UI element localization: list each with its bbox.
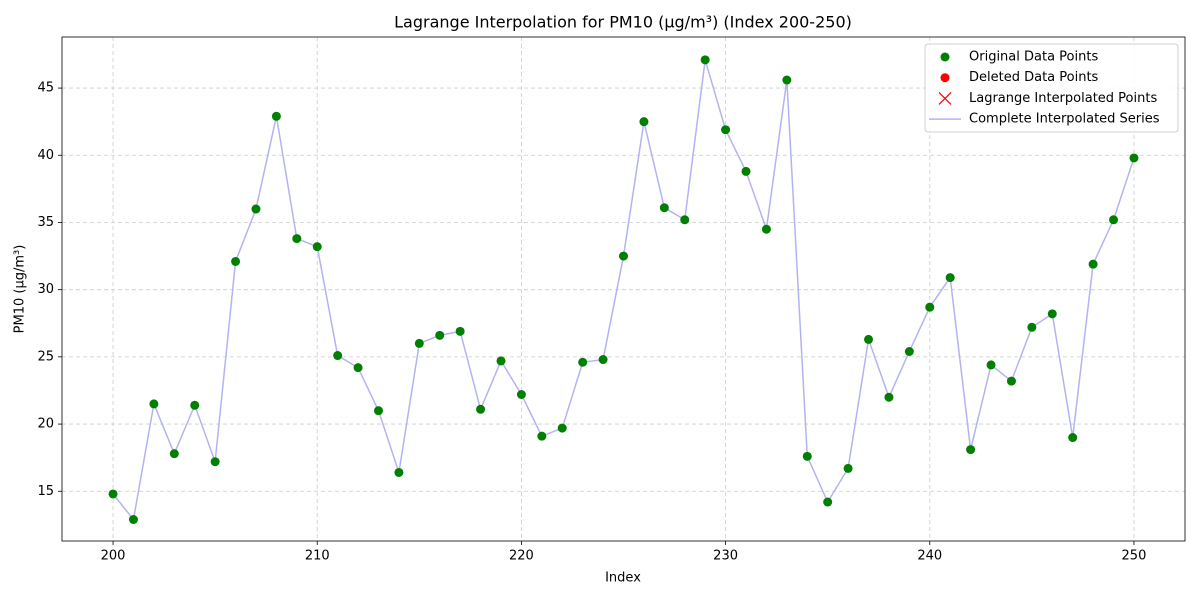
point-marker (353, 363, 363, 373)
chart-title: Lagrange Interpolation for PM10 (μg/m³) … (394, 13, 852, 32)
point-marker (333, 351, 343, 361)
point-marker (414, 338, 424, 348)
y-tick-label: 20 (37, 417, 54, 432)
legend-label: Deleted Data Points (969, 70, 1099, 85)
x-tick-label: 250 (1122, 549, 1147, 564)
point-marker (884, 392, 894, 402)
point-marker (149, 399, 159, 409)
y-tick-label: 25 (37, 349, 54, 364)
point-marker (680, 215, 690, 225)
legend-box (924, 43, 1179, 133)
point-marker (231, 256, 241, 266)
point-marker (435, 330, 445, 340)
point-marker (271, 111, 281, 121)
point-marker (619, 251, 628, 261)
point-marker (1047, 309, 1057, 319)
point-marker (986, 360, 996, 370)
point-marker (823, 497, 833, 507)
legend-swatch (940, 52, 950, 62)
point-marker (373, 406, 383, 416)
point-marker (802, 451, 812, 461)
y-tick-label: 15 (37, 484, 54, 499)
point-marker (190, 400, 200, 410)
point-marker (312, 242, 322, 252)
point-marker (966, 445, 976, 455)
point-marker (251, 204, 261, 214)
point-marker (537, 431, 547, 441)
point-marker (557, 423, 567, 433)
x-tick-label: 220 (509, 549, 534, 564)
x-tick-label: 200 (101, 549, 126, 564)
point-marker (1109, 215, 1119, 225)
point-marker (292, 234, 302, 244)
legend-label: Lagrange Interpolated Points (969, 91, 1157, 106)
x-tick-label: 240 (917, 549, 942, 564)
y-tick-label: 40 (37, 148, 54, 163)
point-marker (1068, 433, 1078, 443)
point-marker (782, 75, 792, 85)
point-marker (721, 125, 731, 135)
point-marker (455, 326, 465, 336)
legend-swatch (938, 91, 952, 105)
point-marker (1129, 153, 1139, 163)
point-marker (169, 449, 179, 459)
point-marker (639, 117, 649, 127)
point-marker (925, 302, 935, 312)
x-axis-label: Index (605, 571, 641, 586)
legend-label: Original Data Points (969, 50, 1098, 65)
legend-label: Complete Interpolated Series (969, 112, 1160, 127)
x-tick-label: 210 (305, 549, 330, 564)
y-tick-label: 30 (37, 282, 54, 297)
y-tick-label: 35 (37, 215, 54, 230)
y-tick-label: 45 (37, 81, 54, 96)
point-marker (761, 224, 771, 234)
point-marker (516, 390, 526, 400)
point-marker (659, 203, 669, 213)
point-marker (476, 404, 486, 414)
point-marker (1088, 259, 1098, 269)
point-marker (700, 55, 710, 65)
legend-swatch (940, 73, 950, 83)
point-marker (598, 355, 608, 365)
point-marker (578, 357, 588, 367)
point-marker (864, 334, 874, 344)
plot-frame (61, 36, 1186, 542)
point-marker (210, 457, 220, 467)
point-marker (128, 514, 138, 524)
point-marker (945, 273, 955, 283)
point-marker (108, 489, 118, 499)
point-marker (496, 356, 506, 366)
point-marker (843, 463, 853, 473)
point-marker (1027, 322, 1037, 332)
x-tick-label: 230 (713, 549, 738, 564)
point-marker (741, 166, 751, 176)
point-marker (904, 346, 914, 356)
point-marker (1006, 376, 1016, 386)
y-axis-label: PM10 (μg/m³) (13, 245, 28, 334)
point-marker (394, 467, 404, 477)
